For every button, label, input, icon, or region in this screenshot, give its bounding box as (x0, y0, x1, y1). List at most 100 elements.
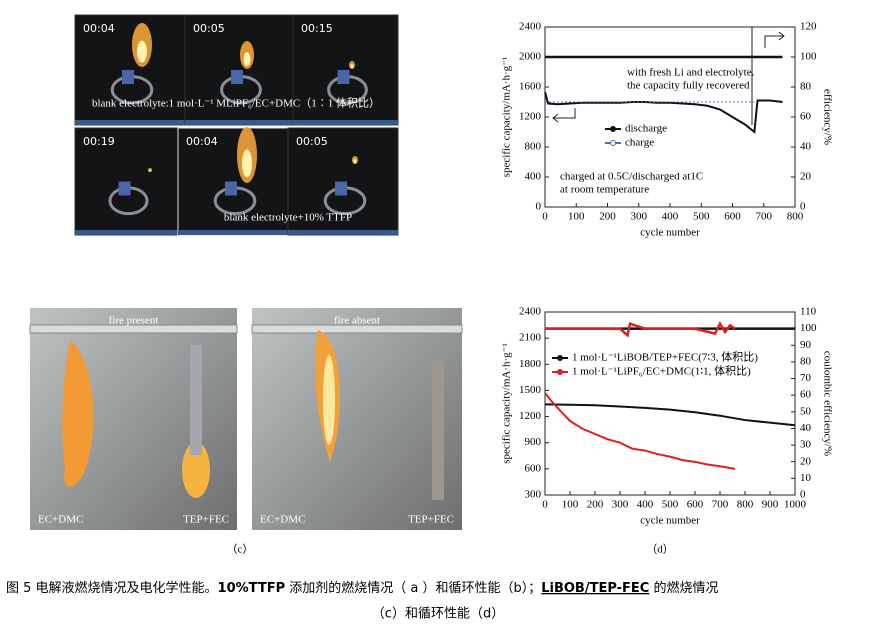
series-line (544, 403, 796, 427)
x-tick-label: 200 (587, 499, 604, 511)
photo-caption: blank electrolyte:1 mol·L⁻¹ MLiPF₆/EC+DM… (92, 96, 380, 110)
legend-label: charge (625, 137, 654, 149)
arrow (552, 108, 576, 123)
rod (29, 324, 238, 334)
strip (190, 345, 202, 455)
y2-tick-label: 60 (800, 111, 812, 123)
flame-core (323, 355, 335, 445)
x-tick-label: 400 (662, 211, 679, 223)
y2-tick-label: 40 (800, 141, 812, 153)
y-axis-label: specific capacity/mA·h·g⁻¹ (501, 343, 513, 464)
y2-tick-label: 0 (800, 201, 806, 213)
y2-axis-label: coulombic efficiency/% (821, 351, 833, 456)
y-tick-label: 1200 (519, 111, 542, 123)
y-tick-label: 600 (525, 462, 542, 474)
x-tick-label: 600 (687, 499, 704, 511)
photo-label: EC+DMC (260, 514, 305, 526)
flame-core (242, 149, 252, 178)
x-tick-label: 300 (612, 499, 629, 511)
y2-tick-label: 20 (800, 171, 812, 183)
x-tick-label: 700 (756, 211, 773, 223)
series-line (545, 321, 736, 338)
flame-core (350, 64, 354, 69)
photo-dish (118, 181, 131, 196)
legend-marker (557, 355, 563, 361)
y2-tick-label: 30 (800, 439, 812, 451)
photo (252, 308, 462, 530)
photo (30, 308, 237, 530)
x-tick-label: 500 (693, 211, 710, 223)
caption-part: 图 5 电解液燃烧情况及电化学性能。 (6, 580, 218, 596)
y2-tick-label: 110 (800, 306, 817, 318)
y-tick-label: 1600 (519, 81, 542, 93)
y-axis-label: specific capacity/mA·h·g⁻¹ (501, 57, 513, 178)
timestamp: 00:15 (301, 22, 333, 35)
y2-tick-label: 10 (800, 472, 812, 484)
y2-tick-label: 0 (800, 489, 806, 501)
x-tick-label: 500 (662, 499, 679, 511)
photo-bar (178, 230, 288, 235)
annotation: with fresh Li and electrolyte. (627, 67, 755, 79)
y-tick-label: 0 (536, 201, 542, 213)
legend-label: discharge (625, 123, 667, 135)
timestamp: 00:04 (83, 22, 115, 35)
x-tick-label: 800 (787, 211, 804, 223)
x-tick-label: 0 (542, 499, 548, 511)
y2-tick-label: 100 (800, 322, 817, 334)
photo-label: EC+DMC (38, 514, 83, 526)
photo-title: fire absent (334, 315, 380, 327)
x-tick-label: 1000 (784, 499, 807, 511)
y2-tick-label: 40 (800, 422, 812, 434)
y-tick-label: 2100 (519, 332, 542, 344)
legend-marker (610, 140, 616, 146)
y2-axis-label: efficiency/% (821, 89, 833, 145)
y2-tick-label: 80 (800, 355, 812, 367)
legend-label: 1 mol·L⁻¹LiPF₆/EC+DMC(1∶1, 体积比) (572, 364, 751, 378)
y-tick-label: 1200 (519, 410, 542, 422)
photo-dish (231, 70, 243, 84)
y2-tick-label: 20 (800, 455, 812, 467)
caption-line: 图 5 电解液燃烧情况及电化学性能。10%TTFP 添加剂的燃烧情况（ a ）和… (6, 580, 718, 596)
series-line (544, 91, 783, 134)
y-tick-label: 2400 (519, 306, 542, 318)
y-tick-label: 1500 (519, 384, 542, 396)
flame (62, 340, 94, 487)
timestamp: 00:05 (193, 22, 225, 35)
photo-bar (288, 230, 398, 235)
flame (182, 442, 210, 498)
x-tick-label: 0 (542, 211, 548, 223)
timestamp: 00:05 (296, 135, 328, 148)
photo-dish (225, 181, 237, 196)
flame-core (243, 52, 251, 67)
photo-bar (293, 120, 398, 125)
flame-core (353, 159, 357, 164)
photo-dish (335, 181, 347, 196)
series-line (544, 392, 736, 470)
x-tick-label: 100 (568, 211, 585, 223)
photo-dish (122, 70, 134, 84)
timestamp: 00:04 (186, 135, 218, 148)
photo-bar (75, 230, 178, 235)
annotation: the capacity fully recovered (627, 80, 750, 92)
arrow (764, 31, 785, 48)
x-tick-label: 700 (712, 499, 729, 511)
annotation: charged at 0.5C/discharged at1C (560, 171, 703, 183)
flame-core (149, 169, 151, 172)
caption-part: 添加剂的燃烧情况（ a ）和循环性能（b）； (285, 580, 541, 596)
y-tick-label: 300 (525, 489, 542, 501)
photo-dish (337, 70, 350, 84)
photo-label: TEP+FEC (183, 514, 229, 526)
x-axis-label: cycle number (640, 227, 700, 239)
panel-label: （d） (646, 543, 674, 556)
y2-tick-label: 80 (800, 81, 812, 93)
y2-tick-label: 100 (800, 51, 817, 63)
y-tick-label: 1800 (519, 358, 542, 370)
caption-part: 10%TTFP (218, 581, 286, 596)
x-tick-label: 100 (562, 499, 579, 511)
photo-label: TEP+FEC (408, 514, 454, 526)
photo-caption: blank electrolyte+10% TTFP (224, 212, 352, 224)
y-tick-label: 400 (525, 171, 542, 183)
x-tick-label: 400 (637, 499, 654, 511)
caption-part: 的燃烧情况 (649, 580, 718, 596)
